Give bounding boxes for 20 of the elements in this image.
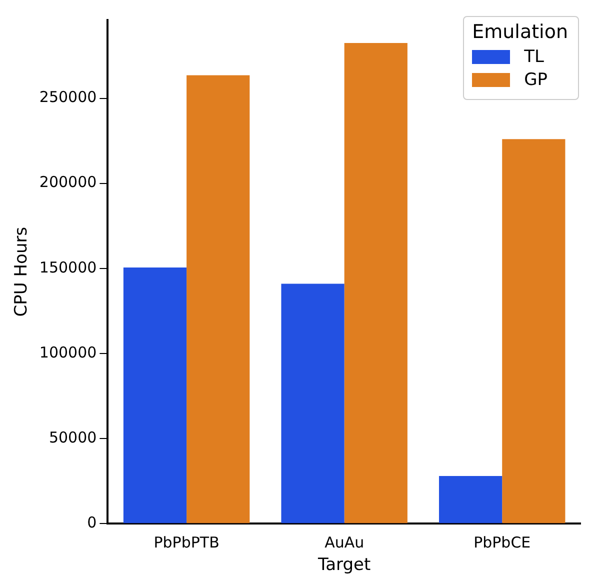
legend-label: GP bbox=[524, 70, 548, 90]
y-tick-label: 100000 bbox=[39, 343, 97, 362]
x-tick-label: PbPbPTB bbox=[154, 533, 220, 552]
y-tick-label: 150000 bbox=[39, 258, 97, 276]
y-axis-title: CPU Hours bbox=[12, 226, 32, 317]
bar bbox=[186, 75, 250, 524]
y-tick-label: 0 bbox=[87, 513, 97, 532]
x-axis-title: Target bbox=[317, 555, 371, 576]
bar bbox=[281, 284, 344, 524]
x-tick-label: PbPbCE bbox=[474, 533, 531, 552]
bar bbox=[344, 42, 408, 524]
x-tick-label: AuAu bbox=[324, 533, 364, 552]
bar bbox=[502, 139, 566, 524]
y-tick-label: 200000 bbox=[39, 173, 97, 192]
y-tick-label: 50000 bbox=[48, 428, 97, 446]
legend-label: TL bbox=[524, 47, 544, 67]
legend-title: Emulation bbox=[472, 21, 568, 43]
bar bbox=[439, 476, 502, 524]
bar bbox=[123, 268, 187, 524]
y-tick-label: 250000 bbox=[39, 88, 97, 106]
